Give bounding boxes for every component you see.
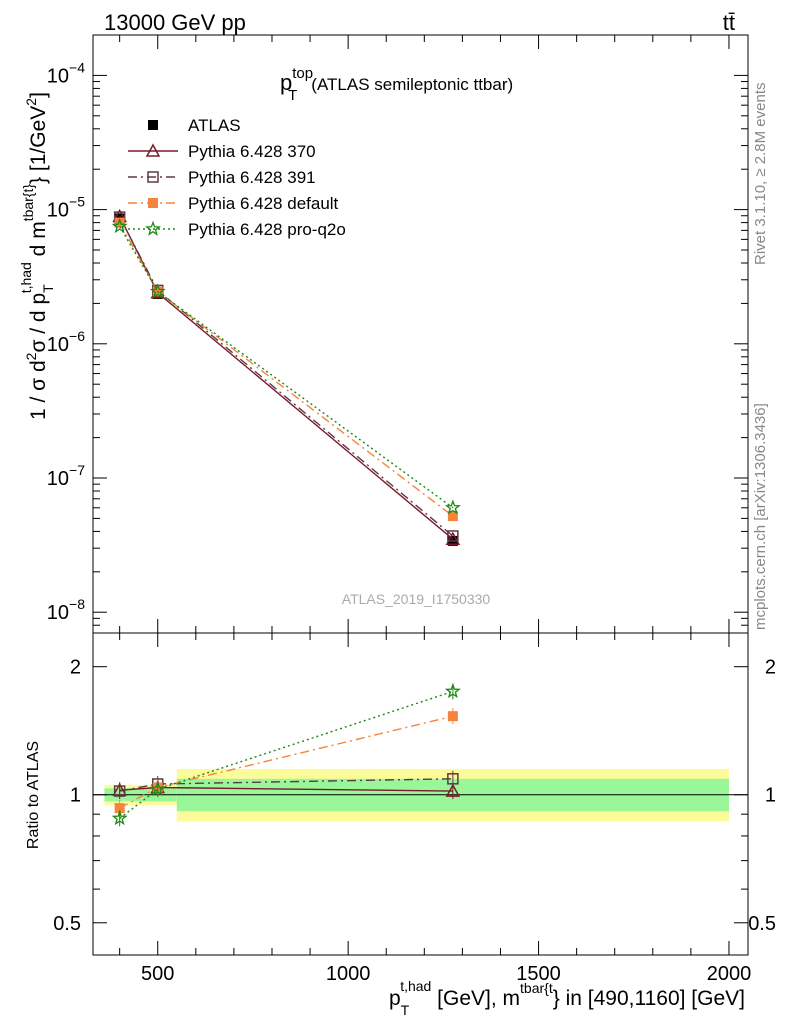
ratio-point-pq2o — [149, 780, 166, 797]
data-point-p391 — [447, 530, 459, 542]
title-sub: T — [288, 87, 297, 104]
ratio-frame — [92, 632, 749, 956]
legend-item-atlas: ATLAS — [148, 116, 241, 135]
ratio-point-p391 — [113, 785, 126, 797]
legend-label: Pythia 6.428 default — [188, 194, 339, 213]
plot-title: ptop T (ATLAS semileptonic ttbar) — [280, 65, 513, 104]
ratio-y-tick-label-right: 2 — [765, 657, 776, 679]
ratio-point-pq2o — [444, 683, 461, 699]
ratio-series-pq2o — [111, 683, 461, 827]
legend-label: Pythia 6.428 391 — [188, 168, 316, 187]
series-atlas — [114, 213, 458, 546]
title-rest: (ATLAS semileptonic ttbar) — [311, 75, 513, 94]
main-y-tick-label: 10−7 — [47, 462, 85, 490]
legend-marker-atlas — [148, 120, 158, 130]
main-panel: 10−8 10−7 10−6 10−5 10−4 — [47, 34, 749, 634]
ratio-point-pdefault — [114, 803, 125, 814]
main-y-tick-label: 10−5 — [47, 194, 85, 222]
series-line-p391 — [119, 216, 454, 537]
x-tick-label: 2000 — [707, 963, 752, 985]
data-point-pq2o — [444, 499, 461, 515]
legend-item-pq2o: Pythia 6.428 pro-q2o — [128, 220, 346, 239]
main-y-tick-label: 10−6 — [47, 328, 85, 356]
main-y-tick-label: 10−4 — [47, 59, 85, 87]
ratio-y-axis-label: Ratio to ATLAS — [25, 741, 42, 849]
x-axis-label: pTt,had [GeV], mtbar{t} in [490,1160] [G… — [389, 978, 745, 1018]
legend-item-p370: Pythia 6.428 370 — [128, 142, 316, 161]
energy-label: 13000 GeV pp — [104, 10, 246, 35]
main-y-tick-label: 10−8 — [47, 596, 85, 624]
series-line-pdefault — [119, 222, 454, 517]
legend-item-pdefault: Pythia 6.428 default — [128, 194, 339, 213]
series-p370 — [112, 208, 461, 545]
ratio-point-p391 — [447, 773, 459, 785]
series-p391 — [113, 211, 459, 542]
title-p: p — [280, 70, 292, 95]
ratio-y-tick-label: 0.5 — [53, 913, 81, 935]
x-tick-label: 500 — [141, 963, 174, 985]
title-sup: top — [292, 65, 313, 82]
legend: ATLAS Pythia 6.428 370 Pythia 6.428 391 Pyt… — [128, 116, 346, 239]
series-pdefault — [114, 217, 458, 522]
series-pq2o — [111, 217, 461, 515]
main-y-axis-label: 1 / σ d2σ / d pTt,had d mtbar{t}} [1/GeV… — [18, 92, 56, 420]
ratio-y-tick-label: 2 — [70, 657, 81, 679]
legend-marker-pq2o — [145, 220, 161, 236]
ratio-y-tick-label-right: 0.5 — [748, 913, 776, 935]
data-point-pq2o — [111, 217, 128, 234]
data-point-pq2o — [149, 283, 166, 299]
legend-label: Pythia 6.428 pro-q2o — [188, 220, 346, 239]
legend-item-p391: Pythia 6.428 391 — [128, 168, 316, 187]
legend-marker-p391 — [147, 171, 159, 183]
ratio-line-pq2o — [119, 690, 454, 819]
x-tick-label: 1500 — [516, 963, 561, 985]
x-tick-label: 1000 — [326, 963, 371, 985]
data-point-pdefault — [114, 217, 125, 228]
mcplots-label: mcplots.cern.ch [arXiv:1306.3436] — [752, 403, 769, 630]
ratio-point-pq2o — [111, 809, 128, 826]
data-point-pdefault — [447, 511, 458, 522]
ratio-point-pdefault — [447, 711, 458, 722]
series-line-p370 — [119, 216, 454, 540]
ratio-y-tick-label-right: 1 — [765, 785, 776, 807]
ratio-point-p370 — [445, 783, 461, 797]
legend-marker-pdefault — [148, 198, 158, 208]
legend-label: ATLAS — [188, 116, 241, 135]
process-label: tt̄ — [723, 10, 735, 35]
rivet-version-label: Rivet 3.1.10, ≥ 2.8M events — [752, 83, 769, 266]
series-line-pq2o — [119, 226, 454, 509]
data-point-p370 — [445, 531, 461, 545]
analysis-watermark: ATLAS_2019_I1750330 — [342, 591, 491, 607]
legend-marker-p370 — [145, 143, 161, 157]
ratio-panel: 0.5 0.5 1 1 2 2 500 1000 1500 2000 — [53, 632, 776, 985]
ratio-y-tick-label: 1 — [70, 785, 81, 807]
legend-label: Pythia 6.428 370 — [188, 142, 316, 161]
